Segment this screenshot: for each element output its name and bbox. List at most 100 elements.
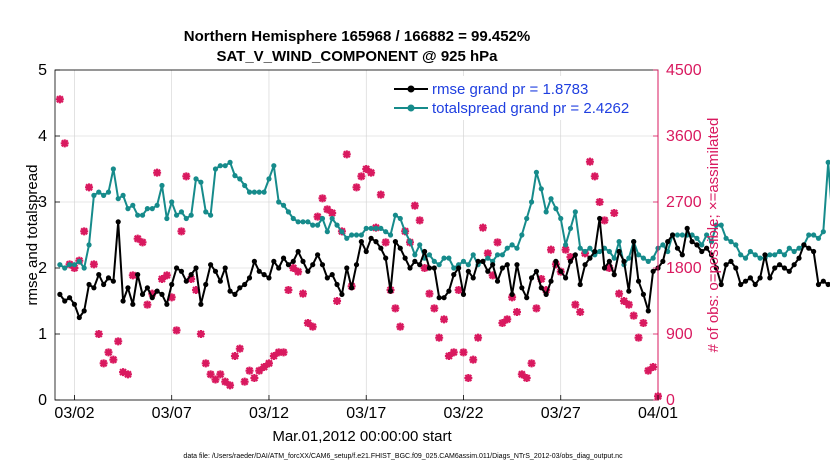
obs-point	[211, 375, 220, 384]
totalspread-point	[723, 235, 729, 241]
totalspread-point	[208, 212, 214, 218]
rmse-point	[159, 291, 165, 297]
legend: rmse grand pr = 1.8783 totalspread grand…	[390, 76, 654, 120]
rmse-point	[713, 265, 719, 271]
totalspread-point	[120, 192, 126, 198]
totalspread-point	[237, 176, 243, 182]
rmse-point	[173, 265, 180, 271]
rmse-point	[57, 291, 63, 297]
rmse-point	[378, 245, 384, 251]
obs-point	[522, 374, 531, 382]
rmse-point	[310, 262, 316, 268]
rmse-point	[548, 278, 554, 284]
rmse-point	[820, 278, 826, 284]
obs-point	[89, 260, 98, 269]
totalspread-point	[528, 199, 535, 205]
totalspread-point	[130, 202, 136, 208]
totalspread-point	[402, 229, 408, 235]
y-left-tick-label: 3	[38, 194, 47, 211]
obs-point	[362, 165, 371, 173]
obs-point	[464, 374, 473, 382]
obs-point	[167, 293, 176, 302]
rmse-point	[699, 248, 705, 255]
totalspread-point	[811, 232, 817, 238]
totalspread-point	[383, 229, 389, 235]
totalspread-point	[222, 163, 228, 169]
obs-point	[357, 172, 366, 181]
obs-point	[299, 289, 308, 298]
rmse-point	[329, 272, 335, 278]
totalspread-point	[460, 258, 467, 264]
rmse-point	[276, 265, 282, 271]
obs-point	[415, 216, 424, 225]
totalspread-point	[553, 206, 559, 212]
y-axis-right: 0 900 1800 2700 3600 4500	[653, 62, 702, 409]
obs-point	[284, 286, 293, 294]
totalspread-point	[640, 255, 647, 261]
y-left-tick-label: 4	[38, 128, 47, 145]
rmse-point	[387, 288, 394, 294]
totalspread-point	[271, 163, 277, 169]
obs-point	[123, 370, 132, 379]
rmse-point	[300, 258, 306, 264]
obs-point	[230, 352, 239, 360]
totalspread-point	[188, 212, 194, 218]
totalspread-point	[470, 252, 476, 258]
rmse-point	[723, 262, 729, 268]
y-left-tick-label: 5	[38, 62, 47, 79]
totalspread-point	[509, 242, 515, 248]
totalspread-point	[713, 222, 719, 228]
y-right-tick-label: 4500	[666, 62, 702, 79]
rmse-point	[339, 291, 345, 297]
rmse-point	[689, 239, 695, 245]
totalspread-point	[514, 245, 520, 251]
rmse-point	[183, 278, 189, 284]
totalspread-point	[349, 232, 355, 238]
totalspread-point	[178, 209, 185, 215]
obs-point	[289, 264, 298, 272]
x-tick-label: 03/07	[152, 405, 192, 422]
totalspread-point	[635, 252, 642, 258]
rmse-point	[567, 258, 574, 264]
obs-point	[206, 370, 215, 379]
totalspread-point	[387, 232, 394, 238]
obs-point	[162, 271, 171, 280]
rmse-point	[71, 301, 78, 307]
totalspread-point	[626, 255, 632, 261]
rmse-point	[266, 275, 272, 281]
rmse-point	[592, 248, 598, 255]
rmse-point	[528, 275, 535, 281]
totalspread-point	[110, 166, 116, 172]
obs-point	[367, 168, 376, 177]
rmse-point	[704, 245, 710, 251]
rmse-point	[601, 265, 608, 271]
totalspread-point	[353, 232, 360, 238]
totalspread-point	[261, 189, 267, 195]
obs-point	[381, 238, 390, 247]
legend-rmse-marker	[407, 85, 415, 93]
rmse-point	[407, 265, 413, 271]
obs-point	[226, 381, 235, 390]
totalspread-point	[738, 252, 744, 258]
rmse-point	[485, 268, 491, 274]
totalspread-point	[212, 166, 219, 172]
totalspread-point	[791, 248, 797, 255]
rmse-point	[611, 272, 617, 278]
rmse-point	[669, 232, 676, 238]
obs-point	[396, 322, 405, 331]
obs-point	[585, 157, 594, 166]
rmse-point	[660, 258, 666, 264]
totalspread-point	[757, 255, 763, 261]
obs-point	[274, 348, 283, 357]
rmse-point	[786, 268, 792, 274]
totalspread-point	[538, 186, 544, 192]
rmse-point	[203, 281, 209, 288]
totalspread-point	[246, 189, 253, 195]
rmse-point	[110, 278, 116, 284]
totalspread-point	[577, 245, 583, 251]
obs-point	[279, 348, 288, 357]
rmse-point	[825, 281, 830, 288]
obs-point	[619, 297, 628, 305]
obs-point	[449, 348, 458, 357]
totalspread-point	[344, 235, 350, 241]
